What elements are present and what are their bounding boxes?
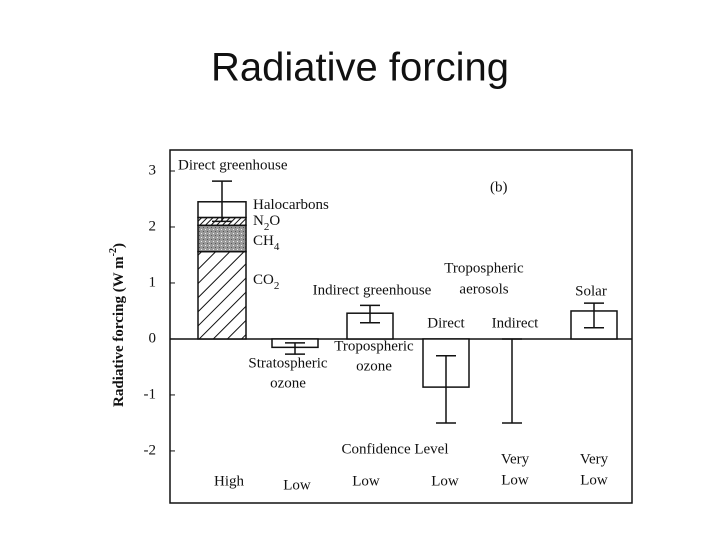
bar-label: Direct greenhouse [178,157,288,173]
confidence-label: Low [580,472,608,488]
y-label-sup: -2 [108,248,119,256]
segment-label-part: 2 [274,280,280,292]
confidence-label: Very [501,451,530,467]
segment-label-part: CO [253,272,274,288]
y-label-text: ) [111,243,127,248]
segment-label-part: Halocarbons [253,197,329,213]
y-tick-label: -2 [144,442,157,458]
y-tick-label: 0 [149,330,157,346]
bar-label: Stratospheric [248,355,327,371]
y-axis-label: Radiative forcing (W m-2) [108,243,127,407]
plot-frame [169,149,633,504]
confidence-label: Low [501,472,529,488]
segment-label-part: CH [253,233,274,249]
confidence-label: Low [283,477,311,493]
confidence-label: Very [580,451,609,467]
y-label-text: Radiative forcing (W m [111,256,127,407]
bar-label: ozone [356,358,392,374]
group-label: aerosols [459,281,508,297]
group-label: Indirect greenhouse [313,282,432,298]
bar-segment [197,250,247,340]
segment-label-part: O [269,213,280,229]
segment-label: CH4 [253,233,280,252]
segment-label: N2O [253,213,280,232]
y-tick-label: 1 [149,274,157,290]
confidence-label: Low [431,473,459,489]
confidence-label: Low [352,473,380,489]
bar-label: ozone [270,375,306,391]
y-tick-label: 2 [149,218,157,234]
bar-label: Tropospheric [334,338,414,354]
slide-title: Radiative forcing [211,46,509,90]
group-label: Tropospheric [444,260,524,276]
y-tick-label: -1 [144,386,157,402]
segment-label-part: 4 [274,241,280,253]
bar-label: Direct [427,315,465,331]
confidence-label: High [214,473,245,489]
y-tick-label: 3 [149,162,157,178]
segment-label-part: 2 [264,221,270,233]
segment-label: CO2 [253,272,279,291]
bar-segment [197,224,247,253]
panel-label: (b) [490,179,508,195]
bar-label: Indirect [492,315,539,331]
confidence-title: Confidence Level [341,441,448,457]
segment-label-part: N [253,213,264,229]
bar-label: Solar [575,283,607,299]
segment-label: Halocarbons [253,197,329,213]
